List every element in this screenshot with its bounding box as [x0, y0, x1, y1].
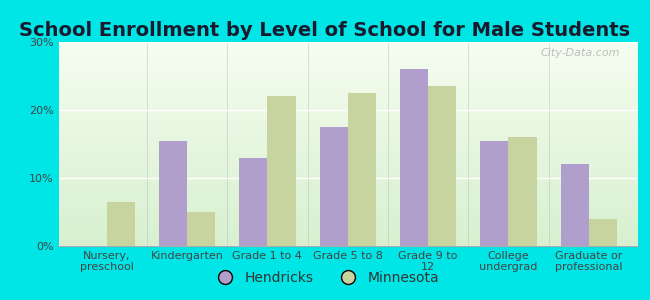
Bar: [348, 93, 376, 246]
Bar: [239, 158, 267, 246]
Bar: [267, 96, 296, 246]
Bar: [589, 219, 617, 246]
Text: City-Data.com: City-Data.com: [540, 48, 619, 58]
Bar: [320, 127, 348, 246]
Bar: [561, 164, 589, 246]
Text: School Enrollment by Level of School for Male Students: School Enrollment by Level of School for…: [20, 21, 630, 40]
Bar: [508, 137, 536, 246]
Legend: Hendricks, Minnesota: Hendricks, Minnesota: [205, 265, 445, 290]
Bar: [400, 69, 428, 246]
Bar: [428, 86, 456, 246]
Bar: [187, 212, 215, 246]
Bar: [480, 141, 508, 246]
Bar: [107, 202, 135, 246]
Bar: [159, 141, 187, 246]
